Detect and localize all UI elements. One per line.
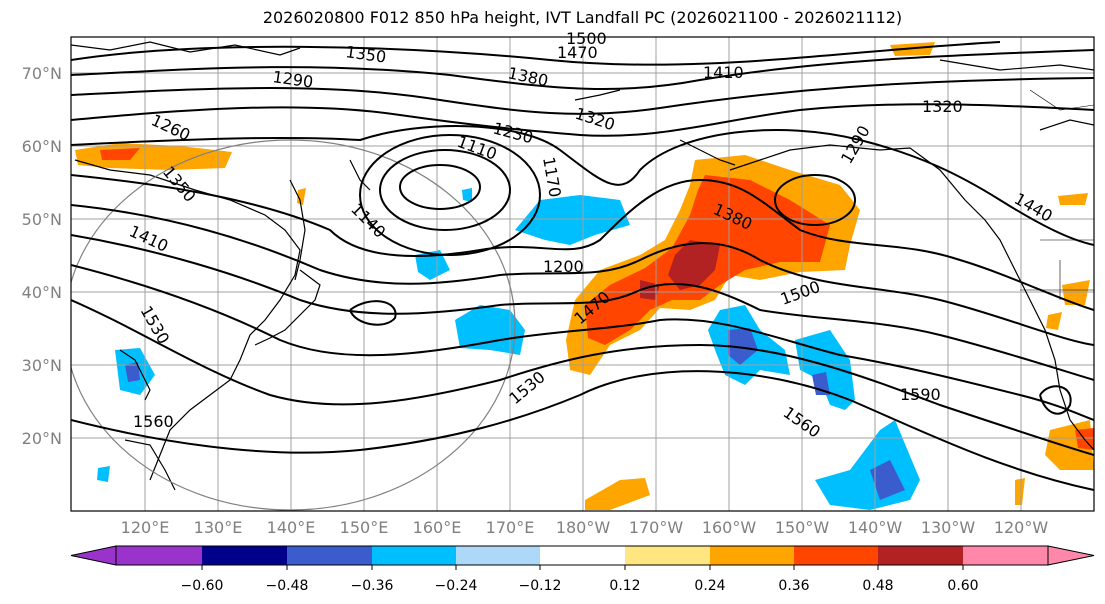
colorbar-tick-label: −0.24	[435, 578, 478, 594]
colorbar-swatch	[456, 546, 540, 565]
lon-label: 150°E	[340, 518, 389, 537]
colorbar-tick-label: 0.48	[862, 578, 893, 594]
lon-label: 120°W	[994, 518, 1049, 537]
lat-axis: 70°N 60°N 50°N 40°N 30°N 20°N	[22, 64, 62, 448]
colorbar-swatch	[963, 546, 1048, 565]
lon-label: 170°W	[629, 518, 684, 537]
colorbar-swatch	[710, 546, 794, 565]
colorbar-tick-label: −0.60	[181, 578, 224, 594]
colorbar-swatch	[116, 546, 202, 565]
borders	[1020, 89, 1094, 300]
contour-label: 1320	[922, 97, 963, 116]
colorbar-swatch	[540, 546, 625, 565]
colorbar: −0.60 −0.48 −0.36 −0.24 −0.12 0.12 0.24 …	[70, 545, 1095, 594]
colorbar-tick-label: −0.48	[266, 578, 309, 594]
colorbar-tick-label: 0.36	[778, 578, 809, 594]
lon-label: 130°W	[921, 518, 976, 537]
lon-label: 130°E	[194, 518, 243, 537]
lat-label: 30°N	[22, 356, 62, 375]
contour-label: 1560	[133, 412, 174, 431]
lon-label: 180°W	[556, 518, 611, 537]
lon-label: 140°W	[848, 518, 903, 537]
colorbar-tick-label: −0.12	[519, 578, 562, 594]
colorbar-tick-label: −0.36	[351, 578, 394, 594]
colorbar-swatch	[287, 546, 372, 565]
colorbar-extend-low	[70, 545, 117, 566]
height-contours	[71, 41, 1094, 491]
contour-label: 1410	[703, 63, 744, 82]
lat-label: 20°N	[22, 429, 62, 448]
lon-label: 160°W	[702, 518, 757, 537]
colorbar-swatch	[202, 546, 287, 565]
contour-label: 1470	[557, 43, 598, 62]
gridlines	[71, 37, 1094, 511]
lon-label: 140°E	[267, 518, 316, 537]
lon-label: 150°W	[775, 518, 830, 537]
colorbar-swatch	[372, 546, 456, 565]
lon-axis: 120°E 130°E 140°E 150°E 160°E 170°E 180°…	[121, 518, 1049, 537]
lon-label: 170°E	[486, 518, 535, 537]
colorbar-swatch	[625, 546, 710, 565]
range-circle	[71, 139, 516, 511]
colorbar-tick-label: 0.24	[694, 578, 725, 594]
colorbar-outline	[115, 545, 1049, 566]
lat-label: 40°N	[22, 283, 62, 302]
lat-label: 60°N	[22, 137, 62, 156]
colorbar-tick-label: 0.60	[947, 578, 978, 594]
contour-label: 1500	[566, 29, 607, 48]
lon-label: 120°E	[121, 518, 170, 537]
colorbar-swatch	[878, 546, 963, 565]
lon-label: 160°E	[413, 518, 462, 537]
colorbar-swatch	[794, 546, 878, 565]
contour-label: 1590	[900, 385, 941, 404]
lat-label: 70°N	[22, 64, 62, 83]
colorbar-extend-high	[1047, 545, 1095, 566]
map-frame	[70, 36, 1095, 512]
lat-label: 50°N	[22, 210, 62, 229]
colorbar-tick-label: 0.12	[609, 578, 640, 594]
contour-label: 1200	[543, 257, 584, 276]
map-title: 2026020800 F012 850 hPa height, IVT Land…	[262, 8, 903, 27]
